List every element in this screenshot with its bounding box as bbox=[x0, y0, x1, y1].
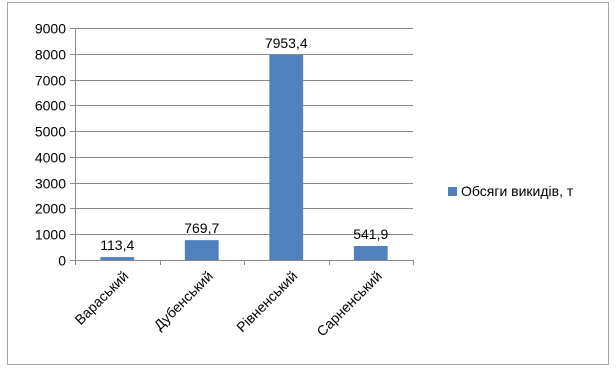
data-label: 769,7 bbox=[184, 220, 219, 236]
y-tick-label: 3000 bbox=[35, 176, 66, 192]
bar bbox=[100, 257, 135, 260]
bar bbox=[184, 240, 219, 260]
legend-label: Обсяги викидів, т bbox=[461, 183, 574, 199]
data-label: 7953,4 bbox=[265, 35, 308, 51]
y-tick-label: 2000 bbox=[35, 201, 66, 217]
data-label: 541,9 bbox=[353, 226, 388, 242]
y-tick-labels: 0 1000 2000 3000 4000 5000 6000 7000 8000 9000 bbox=[35, 21, 66, 269]
y-tick-label: 9000 bbox=[35, 21, 66, 37]
y-tick-label: 7000 bbox=[35, 73, 66, 89]
y-tick-label: 1000 bbox=[35, 227, 66, 243]
legend-swatch bbox=[448, 187, 457, 196]
bars bbox=[100, 54, 388, 261]
axes bbox=[70, 28, 414, 265]
y-tick-label: 5000 bbox=[35, 124, 66, 140]
bar bbox=[353, 246, 388, 260]
y-tick-label: 6000 bbox=[35, 98, 66, 114]
data-label: 113,4 bbox=[100, 237, 134, 253]
data-labels: 113,4 769,7 7953,4 541,9 bbox=[100, 35, 388, 253]
y-tick-label: 4000 bbox=[35, 150, 66, 166]
y-tick-label: 8000 bbox=[35, 47, 66, 63]
gridlines bbox=[75, 28, 413, 235]
bar bbox=[269, 54, 304, 261]
legend: Обсяги викидів, т bbox=[448, 183, 574, 199]
y-tick-label: 0 bbox=[58, 253, 66, 269]
